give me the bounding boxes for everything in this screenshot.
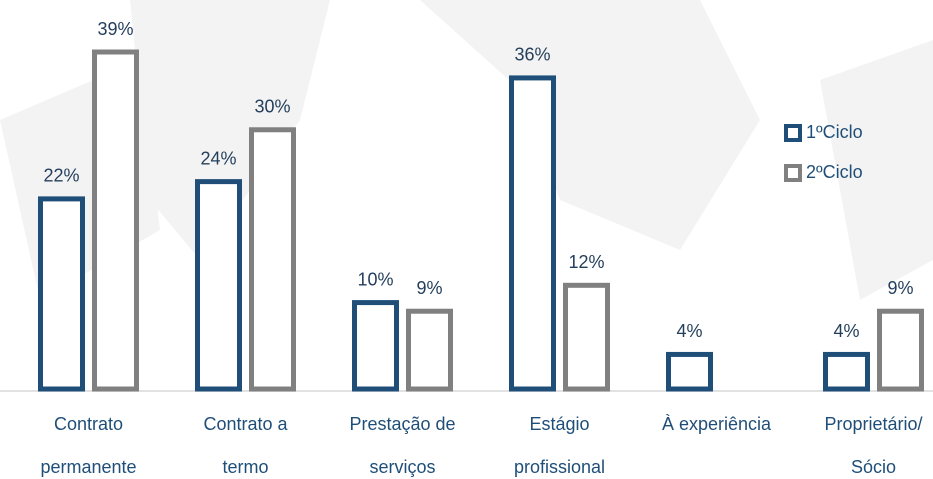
x-tick-label: Prestação de [349, 414, 455, 434]
x-tick-label: termo [222, 457, 268, 477]
value-label: 24% [200, 148, 236, 168]
value-label: 22% [43, 166, 79, 186]
x-tick-label: Sócio [851, 457, 896, 477]
x-tick-label: permanente [40, 457, 136, 477]
watermark [0, 0, 933, 300]
legend-label: 2ºCiclo [806, 162, 863, 182]
value-label: 30% [254, 97, 290, 117]
x-tick-label: À experiência [662, 414, 772, 434]
legend-swatch [784, 164, 802, 182]
bar [666, 351, 713, 392]
x-tick-label: Contrato a [203, 414, 288, 434]
bar [352, 300, 399, 392]
bar [509, 75, 556, 392]
legend-label: 1ºCiclo [806, 122, 863, 142]
bar [92, 49, 139, 392]
value-label: 10% [357, 269, 393, 289]
bar [877, 308, 924, 392]
x-tick-label: Contrato [54, 414, 123, 434]
value-label: 4% [676, 321, 702, 341]
bar [406, 308, 453, 392]
legend-swatch [784, 124, 802, 142]
value-label: 39% [97, 19, 133, 39]
x-tick-label: Estágio [529, 414, 589, 434]
bar [195, 179, 242, 392]
value-label: 12% [568, 252, 604, 272]
value-label: 36% [514, 45, 550, 65]
bar [249, 127, 296, 392]
x-tick-label: profissional [514, 457, 605, 477]
value-label: 9% [887, 278, 913, 298]
value-label: 4% [833, 321, 859, 341]
x-tick-label: Proprietário/ [824, 414, 922, 434]
value-label: 9% [416, 278, 442, 298]
bar [823, 351, 870, 392]
bar [563, 282, 610, 392]
bar [38, 196, 85, 392]
x-tick-label: serviços [369, 457, 435, 477]
